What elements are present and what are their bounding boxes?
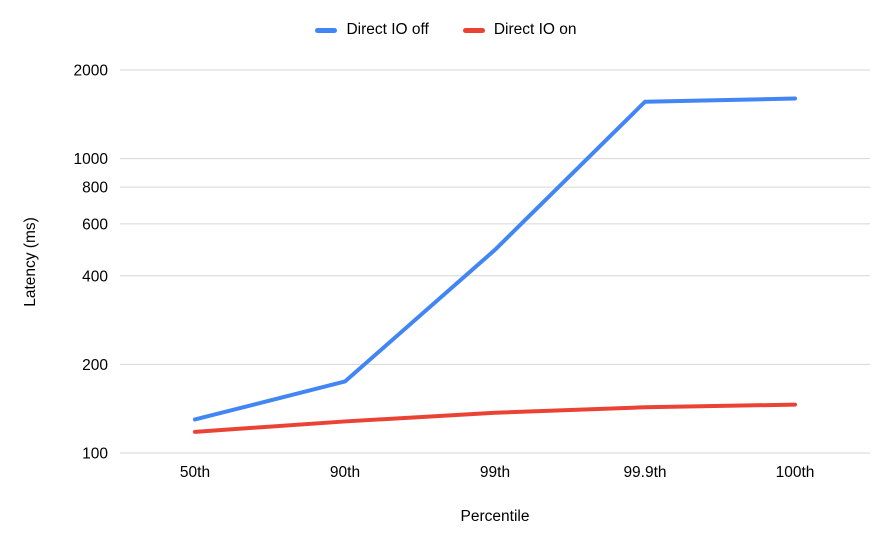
series-line-direct-io-on <box>193 402 797 434</box>
legend-item-direct-io-off: Direct IO off <box>315 20 429 40</box>
x-tick-label: 50th <box>180 464 210 481</box>
x-tick-label: 99th <box>480 464 510 481</box>
legend-label: Direct IO off <box>346 21 429 38</box>
x-axis-title: Percentile <box>460 508 530 525</box>
y-tick-label: 600 <box>82 216 108 233</box>
legend-swatch-red-icon <box>462 27 485 33</box>
y-axis-title: Latency (ms) <box>22 217 39 307</box>
x-tick-label: 90th <box>330 464 360 481</box>
x-tick-label: 99.9th <box>623 464 666 481</box>
y-tick-label: 1000 <box>74 151 109 168</box>
legend-label: Direct IO on <box>493 21 577 38</box>
series-line-direct-io-off <box>193 96 797 422</box>
legend-item-direct-io-on: Direct IO on <box>462 20 577 40</box>
y-tick-label: 100 <box>82 446 108 463</box>
y-tick-label: 2000 <box>74 62 109 79</box>
legend-swatch-blue-icon <box>315 27 338 33</box>
x-tick-label: 100th <box>776 464 815 481</box>
chart-legend: Direct IO off Direct IO on <box>0 20 892 40</box>
y-tick-label: 800 <box>82 180 108 197</box>
y-tick-label: 200 <box>82 357 108 374</box>
y-tick-label: 400 <box>82 268 108 285</box>
